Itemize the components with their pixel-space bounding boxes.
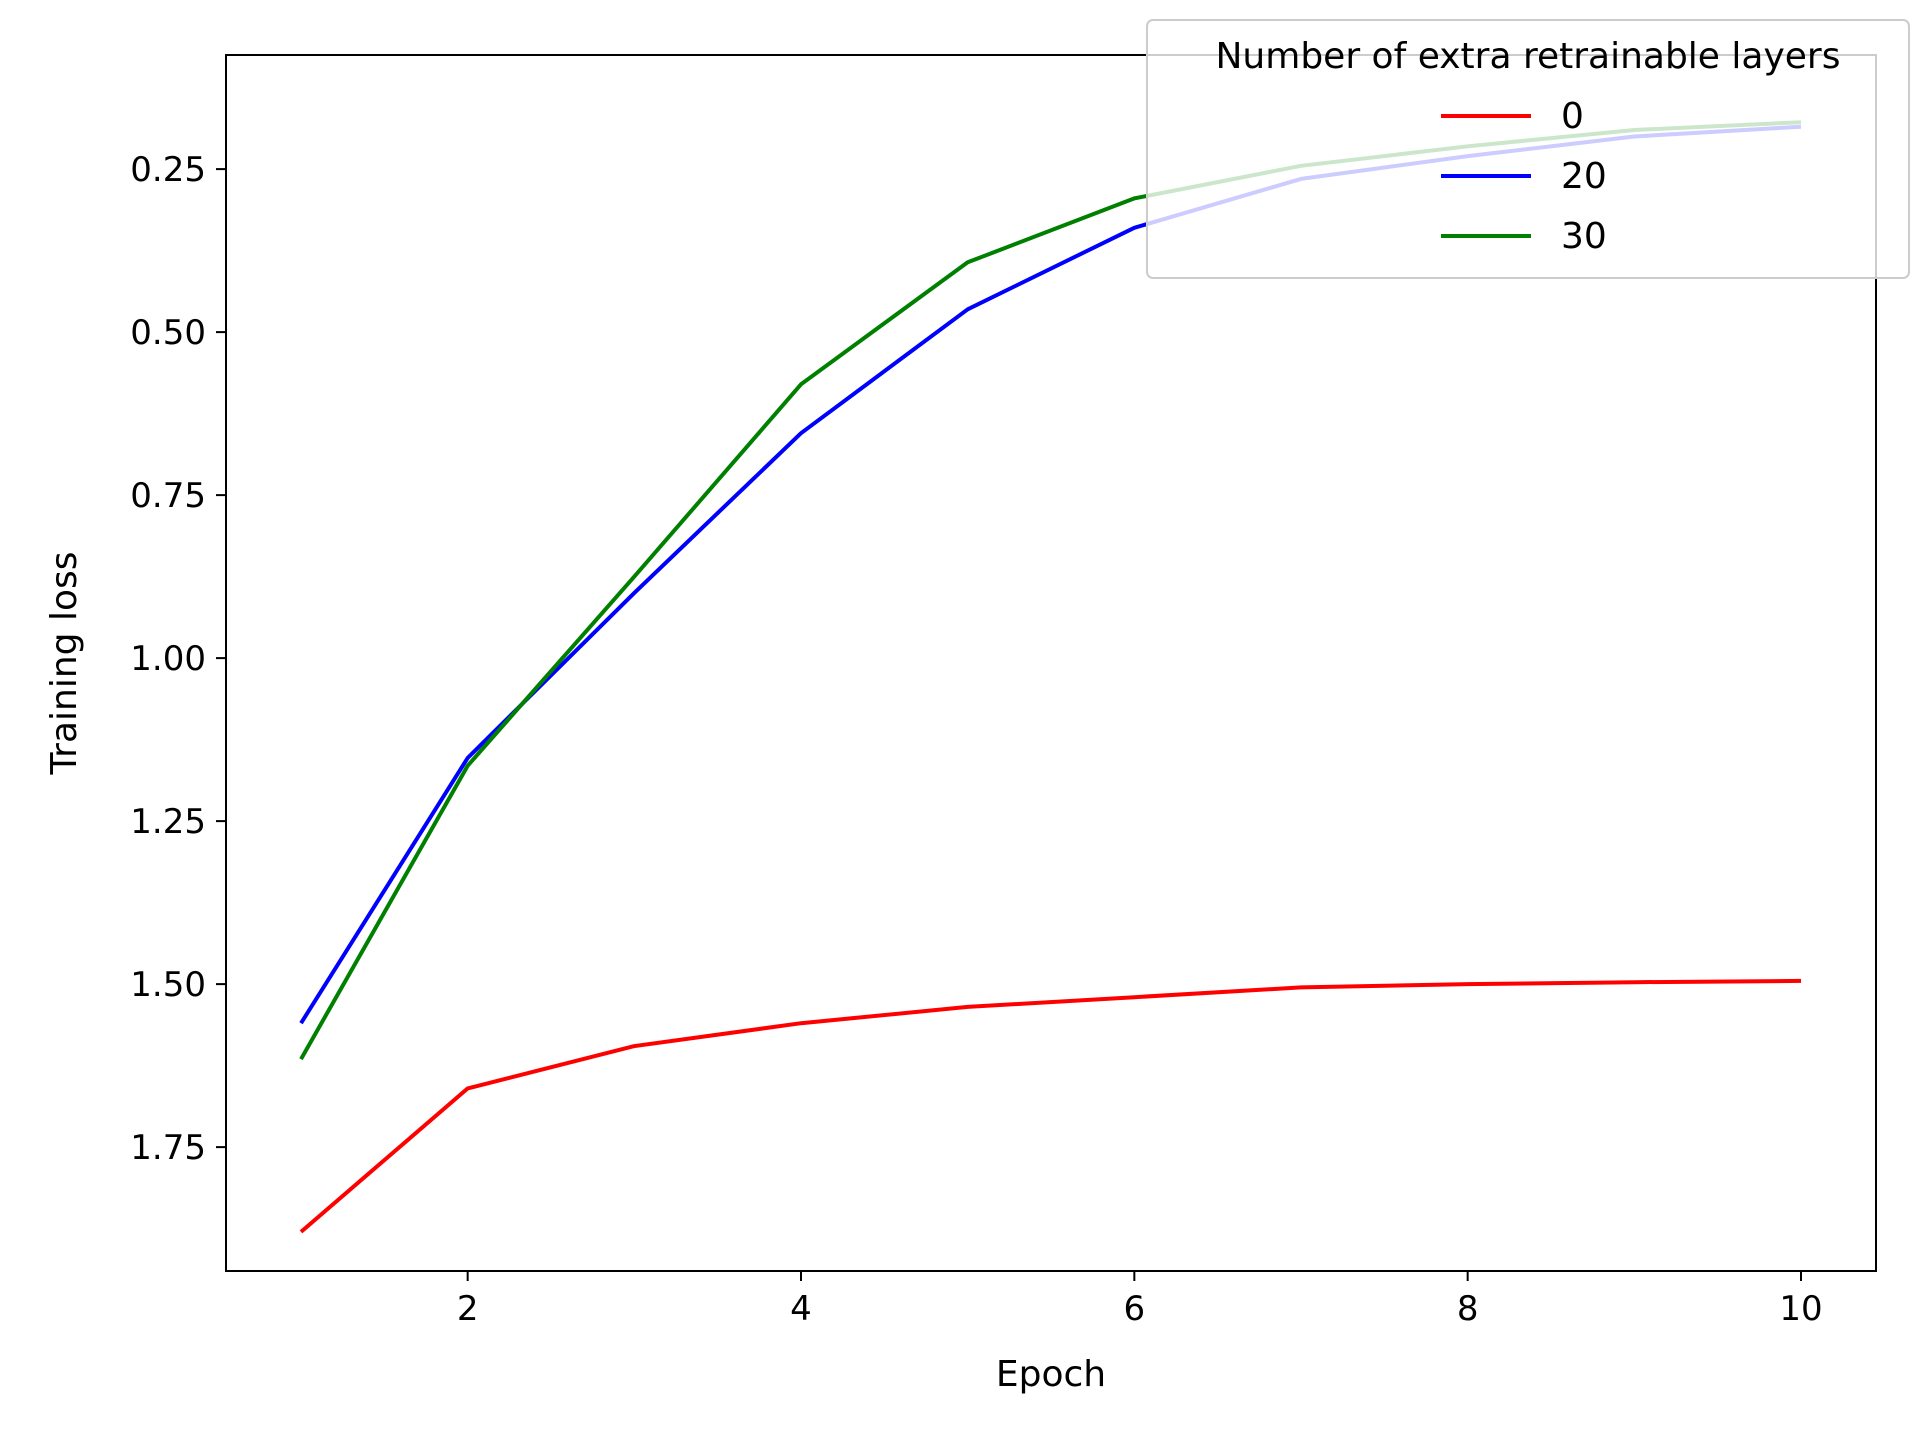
y-tick-label: 1.00 — [130, 639, 206, 679]
y-tick-label: 1.75 — [130, 1128, 206, 1168]
y-tick-label: 0.50 — [130, 313, 206, 353]
x-axis-label: Epoch — [996, 1354, 1106, 1395]
x-tick-label: 10 — [1779, 1289, 1822, 1329]
y-axis-label: Training loss — [44, 551, 85, 775]
x-tick-label: 6 — [1124, 1289, 1146, 1329]
y-tick-label: 1.25 — [130, 802, 206, 842]
y-tick-label: 0.75 — [130, 476, 206, 516]
y-axis: 0.25 0.50 0.75 1.00 1.25 1.50 1.75 — [130, 150, 226, 1168]
x-tick-label: 4 — [790, 1289, 812, 1329]
legend: Number of extra retrainable layers 0 20 30 — [1146, 19, 1910, 279]
legend-label-0: 0 — [1561, 96, 1584, 137]
y-tick-label: 0.25 — [130, 150, 206, 190]
x-axis: 2 4 6 8 10 — [457, 1271, 1823, 1329]
legend-title: Number of extra retrainable layers — [1216, 36, 1841, 77]
legend-label-20: 20 — [1561, 156, 1607, 197]
y-tick-label: 1.50 — [130, 965, 206, 1005]
legend-entries: 0 20 30 — [1441, 96, 1607, 257]
x-tick-label: 8 — [1457, 1289, 1479, 1329]
x-tick-label: 2 — [457, 1289, 479, 1329]
legend-label-30: 30 — [1561, 216, 1607, 257]
plot-frame — [225, 54, 1877, 1272]
series-line-0 — [299, 978, 1802, 1234]
legend-box — [1146, 19, 1910, 279]
